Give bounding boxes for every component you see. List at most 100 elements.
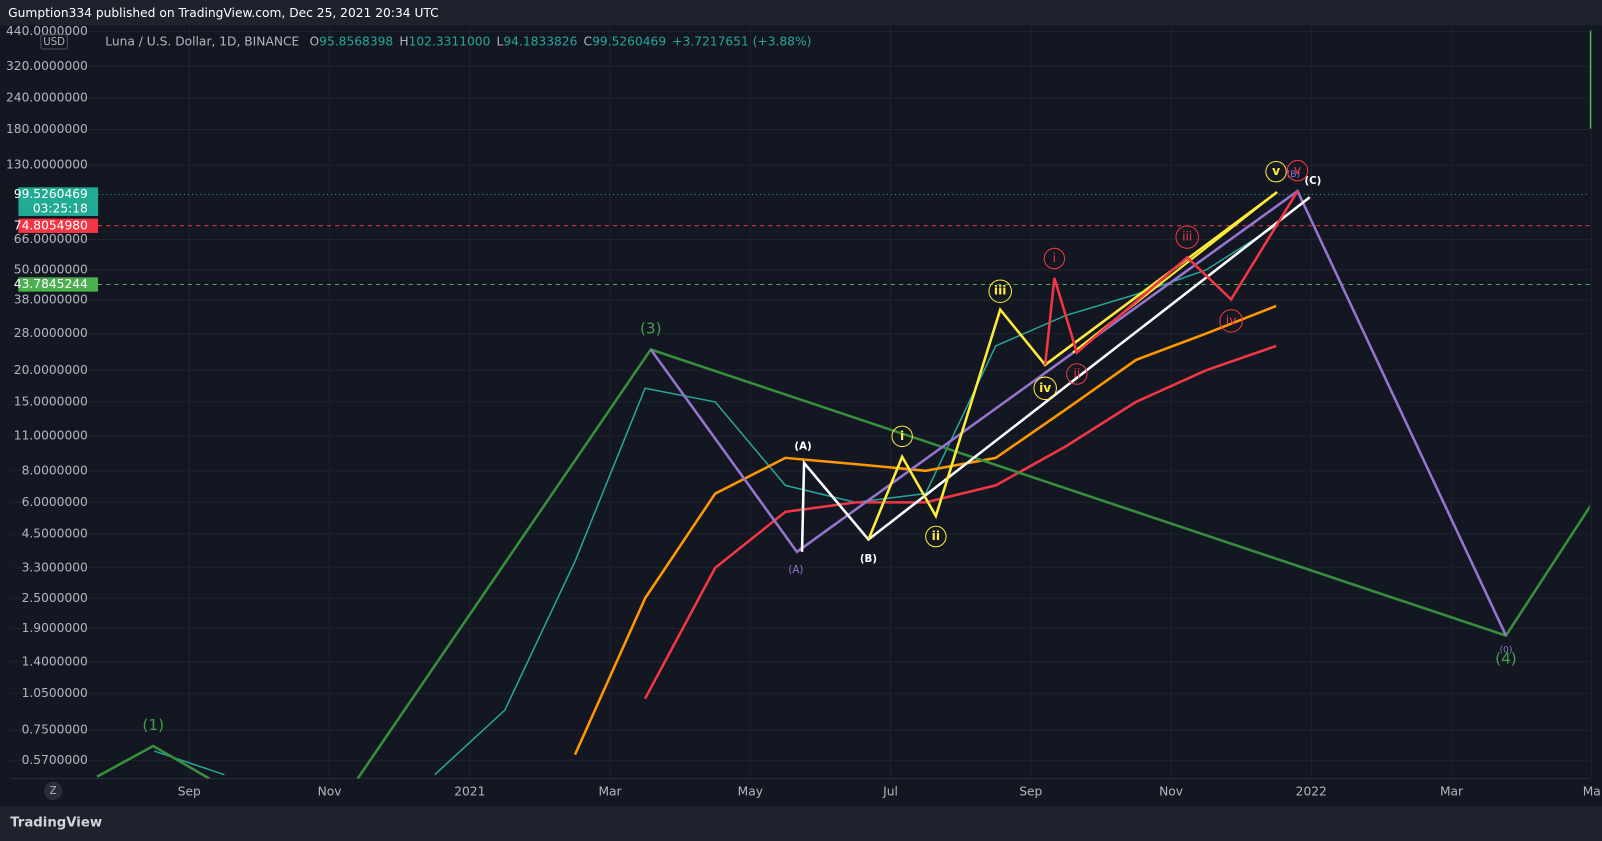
wave-label: (0) (1499, 644, 1512, 655)
symbol: Luna / U.S. Dollar, 1D, BINANCE (105, 34, 299, 48)
price-tag-label: 99.5260469 (14, 187, 88, 201)
wave-circle (1219, 309, 1243, 333)
y-tick-label: 320.0000000 (6, 59, 88, 73)
wave-labels: (1) (3) (4) (A) (B) (A) (B) (C) i ii iii… (142, 159, 1517, 734)
y-tick-label: 20.0000000 (14, 363, 88, 377)
currency-box[interactable] (40, 34, 68, 50)
timezone-button[interactable] (43, 781, 63, 801)
y-tick-label: 1.4000000 (22, 654, 88, 668)
series-line (573, 304, 1277, 756)
x-tick-label: 2022 (1296, 784, 1327, 798)
wave-label: iii (994, 284, 1007, 298)
wave-label: (C) (1304, 176, 1321, 187)
wave-circle (1286, 159, 1309, 182)
wave-label: (4) (1495, 650, 1517, 668)
y-tick-label: 1.9000000 (22, 621, 88, 635)
wave-label: iii (1182, 230, 1192, 244)
countdown: 03:25:18 (33, 201, 88, 215)
wave-line (800, 196, 1311, 552)
x-tick-label: Nov (1159, 784, 1183, 798)
y-tick-label: 3.3000000 (22, 560, 88, 574)
ohlc-value: 102.3311000 (409, 34, 491, 48)
price-tag (18, 218, 99, 233)
y-tick-label: 11.0000000 (14, 428, 88, 442)
series-line (154, 750, 225, 776)
y-tick-label: 240.0000000 (6, 91, 88, 105)
y-tick-label: 15.0000000 (14, 394, 88, 408)
wave-label: (A) (788, 565, 803, 576)
footer-bar (0, 806, 1602, 841)
x-tick-label: 2021 (454, 784, 485, 798)
ohlc-key: H (399, 34, 408, 48)
wave-circle (988, 279, 1012, 303)
wave-line (649, 189, 1508, 637)
wave-label: i (1053, 251, 1056, 265)
x-tick-label: Jul (882, 784, 898, 798)
ohlc-key: L (497, 34, 504, 48)
volume-hint (1589, 30, 1592, 129)
price-tag-label: 74.8054980 (14, 218, 88, 232)
price-tag (18, 187, 99, 216)
wave-circle (1043, 247, 1066, 270)
y-tick-label: 4.5000000 (22, 526, 88, 540)
x-tick-label: Nov (318, 784, 342, 798)
wave-label: i (900, 429, 904, 443)
y-tick-label: 8.0000000 (22, 463, 88, 477)
header: Gumption334 published on TradingView.com… (8, 6, 439, 20)
y-tick-label: 0.5700000 (22, 753, 88, 767)
ohlc-value: 99.5260469 (592, 34, 666, 48)
y-tick-label: 38.0000000 (14, 293, 88, 307)
y-tick-label: 1.0500000 (22, 686, 88, 700)
wave-line (867, 191, 1278, 541)
y-tick-label: 28.0000000 (14, 326, 88, 340)
ohlc-key: O (310, 34, 320, 48)
wave-line (356, 347, 1590, 779)
y-tick-label: 0.7500000 (22, 723, 88, 737)
wave-circle (1033, 376, 1057, 401)
ohlc-key: C (584, 34, 593, 48)
x-tick-label: Mar (598, 784, 622, 798)
wave-label: iv (1226, 313, 1237, 327)
wave-circle (1265, 160, 1287, 183)
x-tick-label: Mar (1440, 784, 1464, 798)
wave-label: v (1294, 163, 1301, 177)
y-tick-label: 66.0000000 (14, 232, 88, 246)
series-line (643, 344, 1277, 700)
wave-circle (891, 425, 913, 448)
y-tick-label: 130.0000000 (6, 158, 88, 172)
wave-label: (B) (860, 554, 877, 565)
wave-label: (B) (1287, 169, 1300, 180)
wave-circle (925, 525, 947, 548)
wave-circle (1066, 363, 1088, 385)
y-tick-label: 180.0000000 (6, 122, 88, 136)
header-bar (0, 0, 1602, 26)
wave-line (96, 744, 211, 779)
timezone-label[interactable]: Z (50, 786, 57, 797)
brand: TradingView (10, 816, 102, 831)
wave-label: (1) (142, 716, 164, 734)
y-tick-label: 50.0000000 (14, 262, 88, 276)
y-tick-label: 2.5000000 (22, 591, 88, 605)
wave-drawings (96, 189, 1590, 779)
x-tick-label: May (738, 784, 763, 798)
x-tick-label: Sep (1019, 784, 1042, 798)
price-tag (18, 277, 99, 292)
wave-label: ii (1073, 367, 1080, 381)
currency[interactable]: USD (43, 37, 65, 48)
wave-label: ii (932, 529, 940, 543)
wave-label: v (1272, 164, 1280, 178)
y-tick-label: 6.0000000 (22, 495, 88, 509)
x-tick-label: Ma (1583, 784, 1601, 798)
ohlc-value: 95.8568398 (319, 34, 393, 48)
wave-line (1043, 190, 1299, 365)
wave-label: iv (1039, 381, 1051, 395)
ohlc-value: 94.1833826 (503, 34, 577, 48)
wave-circle (1175, 225, 1199, 249)
wave-label: (A) (794, 442, 811, 453)
price-tag-label: 43.7845244 (14, 277, 88, 291)
x-tick-label: Sep (178, 784, 201, 798)
y-tick-label: 440.0000000 (6, 24, 88, 38)
change: +3.7217651 (+3.88%) (672, 34, 811, 48)
